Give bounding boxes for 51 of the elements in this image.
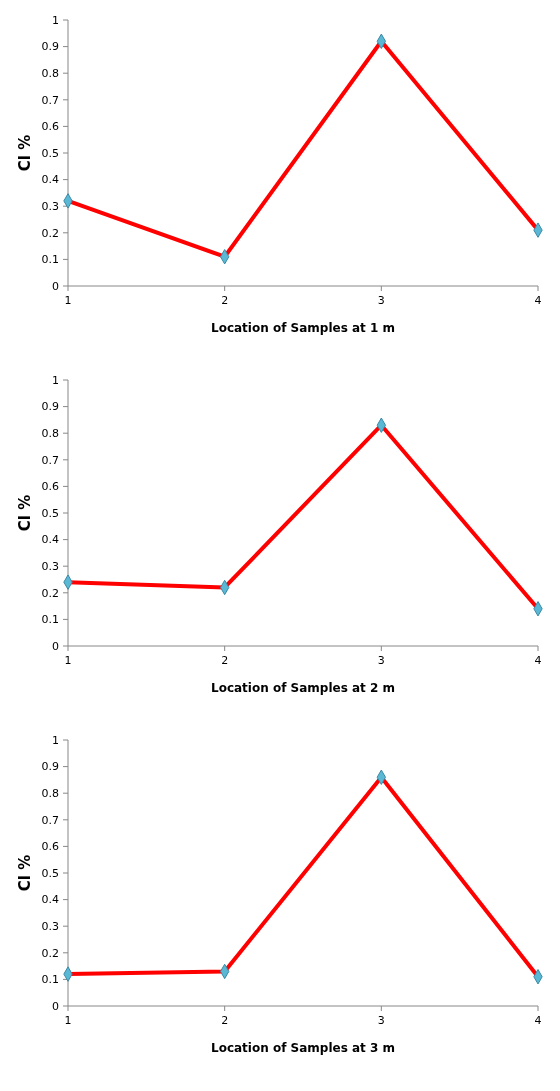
x-tick-label: 3 <box>377 1014 385 1027</box>
y-axis-title: Cl % <box>16 134 34 172</box>
y-tick-label: 0.8 <box>41 427 59 441</box>
x-tick-label: 3 <box>377 654 385 667</box>
y-tick-label: 0.6 <box>41 840 59 854</box>
x-tick-label: 4 <box>534 294 542 307</box>
y-tick-label: 0.5 <box>41 506 59 520</box>
x-axis-title: Location of Samples at 3 m <box>210 1041 396 1055</box>
y-tick-label: 0.1 <box>41 613 59 627</box>
y-axis-title: Cl % <box>16 854 34 892</box>
y-tick-label: 0 <box>52 999 59 1013</box>
x-tick-label: 2 <box>221 1014 229 1027</box>
y-tick-label: 0 <box>52 639 59 653</box>
x-tick-label: 1 <box>64 294 72 307</box>
y-tick-label: 0.8 <box>41 787 59 801</box>
y-tick-label: 0.2 <box>41 946 59 960</box>
y-tick-label: 0.7 <box>41 453 59 467</box>
y-tick-label: 1 <box>52 733 59 747</box>
y-tick-label: 0.7 <box>41 93 59 107</box>
y-tick-label: 0.4 <box>41 533 59 547</box>
y-tick-label: 0.8 <box>41 67 59 81</box>
y-tick-label: 0.7 <box>41 813 59 827</box>
y-tick-label: 0 <box>52 279 59 293</box>
y-tick-label: 0.4 <box>41 173 59 187</box>
x-tick-label: 4 <box>534 1014 542 1027</box>
y-tick-label: 0.1 <box>41 973 59 987</box>
y-tick-label: 0.3 <box>41 560 59 574</box>
y-tick-label: 0.5 <box>41 866 59 880</box>
x-tick-label: 3 <box>377 294 385 307</box>
y-tick-label: 0.6 <box>41 480 59 494</box>
y-tick-label: 0.2 <box>41 226 59 240</box>
y-tick-label: 1 <box>52 373 59 387</box>
x-tick-label: 1 <box>64 654 72 667</box>
x-tick-label: 2 <box>221 294 229 307</box>
y-tick-label: 0.9 <box>41 40 59 54</box>
y-tick-label: 0.9 <box>41 400 59 414</box>
y-tick-label: 0.9 <box>41 760 59 774</box>
y-tick-label: 0.3 <box>41 200 59 214</box>
y-tick-label: 0.4 <box>41 893 59 907</box>
y-tick-label: 0.2 <box>41 586 59 600</box>
y-tick-label: 1 <box>52 13 59 27</box>
y-axis-title: Cl % <box>16 494 34 532</box>
x-tick-label: 1 <box>64 1014 72 1027</box>
y-tick-label: 0.1 <box>41 253 59 267</box>
x-axis-title: Location of Samples at 1 m <box>210 321 396 335</box>
x-axis-title: Location of Samples at 2 m <box>210 681 396 695</box>
y-tick-label: 0.6 <box>41 120 59 134</box>
x-tick-label: 4 <box>534 654 542 667</box>
y-tick-label: 0.3 <box>41 920 59 934</box>
y-tick-label: 0.5 <box>41 146 59 160</box>
x-tick-label: 2 <box>221 654 229 667</box>
